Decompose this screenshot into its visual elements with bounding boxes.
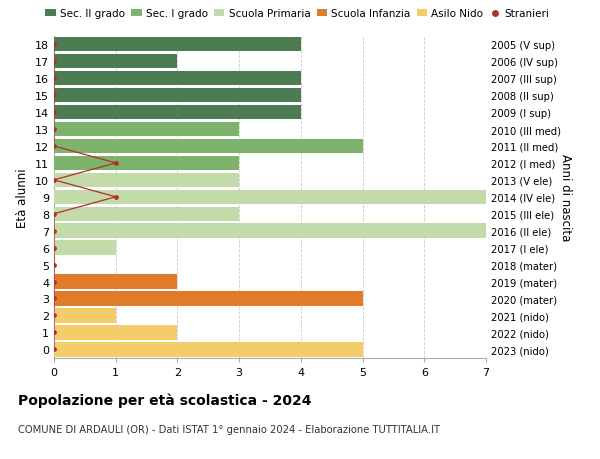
Text: COMUNE DI ARDAULI (OR) - Dati ISTAT 1° gennaio 2024 - Elaborazione TUTTITALIA.IT: COMUNE DI ARDAULI (OR) - Dati ISTAT 1° g… xyxy=(18,425,440,435)
Bar xyxy=(54,123,239,137)
Bar xyxy=(54,224,486,238)
Y-axis label: Età alunni: Età alunni xyxy=(16,168,29,227)
Point xyxy=(49,41,59,49)
Bar xyxy=(54,342,362,357)
Bar xyxy=(54,291,362,306)
Legend: Sec. II grado, Sec. I grado, Scuola Primaria, Scuola Infanzia, Asilo Nido, Stran: Sec. II grado, Sec. I grado, Scuola Prim… xyxy=(41,5,553,23)
Bar xyxy=(54,140,362,154)
Point xyxy=(49,329,59,336)
Point xyxy=(49,109,59,117)
Bar xyxy=(54,275,178,289)
Point xyxy=(49,143,59,150)
Bar xyxy=(54,241,116,255)
Text: Popolazione per età scolastica - 2024: Popolazione per età scolastica - 2024 xyxy=(18,392,311,407)
Bar xyxy=(54,157,239,171)
Y-axis label: Anni di nascita: Anni di nascita xyxy=(559,154,572,241)
Point xyxy=(49,312,59,319)
Bar xyxy=(54,173,239,188)
Bar xyxy=(54,106,301,120)
Point xyxy=(49,295,59,302)
Point xyxy=(49,75,59,83)
Point xyxy=(49,58,59,66)
Bar xyxy=(54,325,178,340)
Point xyxy=(111,160,121,167)
Point xyxy=(49,92,59,100)
Bar xyxy=(54,72,301,86)
Point xyxy=(49,278,59,285)
Point xyxy=(49,126,59,134)
Bar xyxy=(54,308,116,323)
Point xyxy=(49,245,59,252)
Bar xyxy=(54,55,178,69)
Point xyxy=(49,261,59,269)
Point xyxy=(49,346,59,353)
Bar xyxy=(54,207,239,221)
Bar xyxy=(54,89,301,103)
Point xyxy=(49,177,59,184)
Point xyxy=(49,211,59,218)
Bar xyxy=(54,38,301,52)
Point xyxy=(49,228,59,235)
Point xyxy=(111,194,121,201)
Bar xyxy=(54,190,486,205)
